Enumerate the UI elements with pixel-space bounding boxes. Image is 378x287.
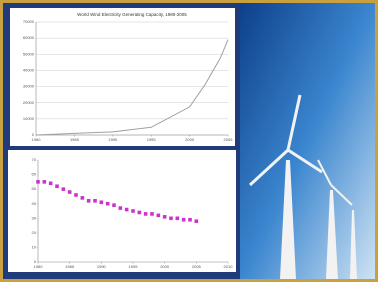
x-tick-label: 2005 <box>224 137 234 142</box>
point <box>131 209 135 213</box>
x-tick-label: 1985 <box>70 137 80 142</box>
point <box>138 211 142 215</box>
point <box>62 187 66 191</box>
point <box>157 214 161 218</box>
y-tick-label: 60 <box>32 172 37 177</box>
y-tick-label: 30 <box>32 215 37 220</box>
point <box>163 215 167 219</box>
y-tick-label: 10000 <box>23 116 35 121</box>
y-tick-label: 40000 <box>23 67 35 72</box>
y-tick-label: 70000 <box>23 19 35 24</box>
x-tick-label: 2010 <box>224 264 234 269</box>
point <box>87 199 91 203</box>
y-tick-label: 50 <box>32 186 37 191</box>
point <box>68 190 72 194</box>
x-tick-label: 1995 <box>129 264 139 269</box>
chart-panel <box>8 150 236 272</box>
slide: World Wind Electricity Generating Capaci… <box>0 0 378 282</box>
y-tick-label: 50000 <box>23 51 35 56</box>
y-tick-label: 30000 <box>23 84 35 89</box>
x-tick-label: 2000 <box>160 264 170 269</box>
chart-panel <box>10 8 235 146</box>
x-tick-label: 2000 <box>185 137 195 142</box>
page: World Wind Electricity Generating Capaci… <box>0 0 378 287</box>
point <box>195 219 199 223</box>
point <box>176 216 180 220</box>
y-tick-label: 10 <box>32 244 37 249</box>
point <box>43 180 47 184</box>
x-tick-label: 1985 <box>65 264 75 269</box>
point <box>169 216 173 220</box>
point <box>106 202 110 206</box>
point <box>100 200 104 204</box>
x-tick-label: 1995 <box>147 137 157 142</box>
point <box>55 184 59 188</box>
y-tick-label: 40 <box>32 201 37 206</box>
x-tick-label: 2005 <box>192 264 202 269</box>
y-tick-label: 70 <box>32 157 37 162</box>
point <box>49 182 53 186</box>
point <box>119 206 123 210</box>
point <box>81 196 85 200</box>
x-tick-label: 1990 <box>108 137 118 142</box>
point <box>36 180 40 184</box>
y-tick-label: 20000 <box>23 100 35 105</box>
y-tick-label: 20 <box>32 230 37 235</box>
point <box>125 208 129 212</box>
y-tick-label: 60000 <box>23 35 35 40</box>
point <box>182 218 186 222</box>
chart-title: World Wind Electricity Generating Capaci… <box>77 12 187 17</box>
point <box>144 212 148 216</box>
x-tick-label: 1990 <box>97 264 107 269</box>
point <box>188 218 192 222</box>
point <box>112 203 116 207</box>
x-tick-label: 1980 <box>34 264 44 269</box>
point <box>150 212 154 216</box>
point <box>93 199 97 203</box>
point <box>74 193 78 197</box>
x-tick-label: 1980 <box>32 137 42 142</box>
